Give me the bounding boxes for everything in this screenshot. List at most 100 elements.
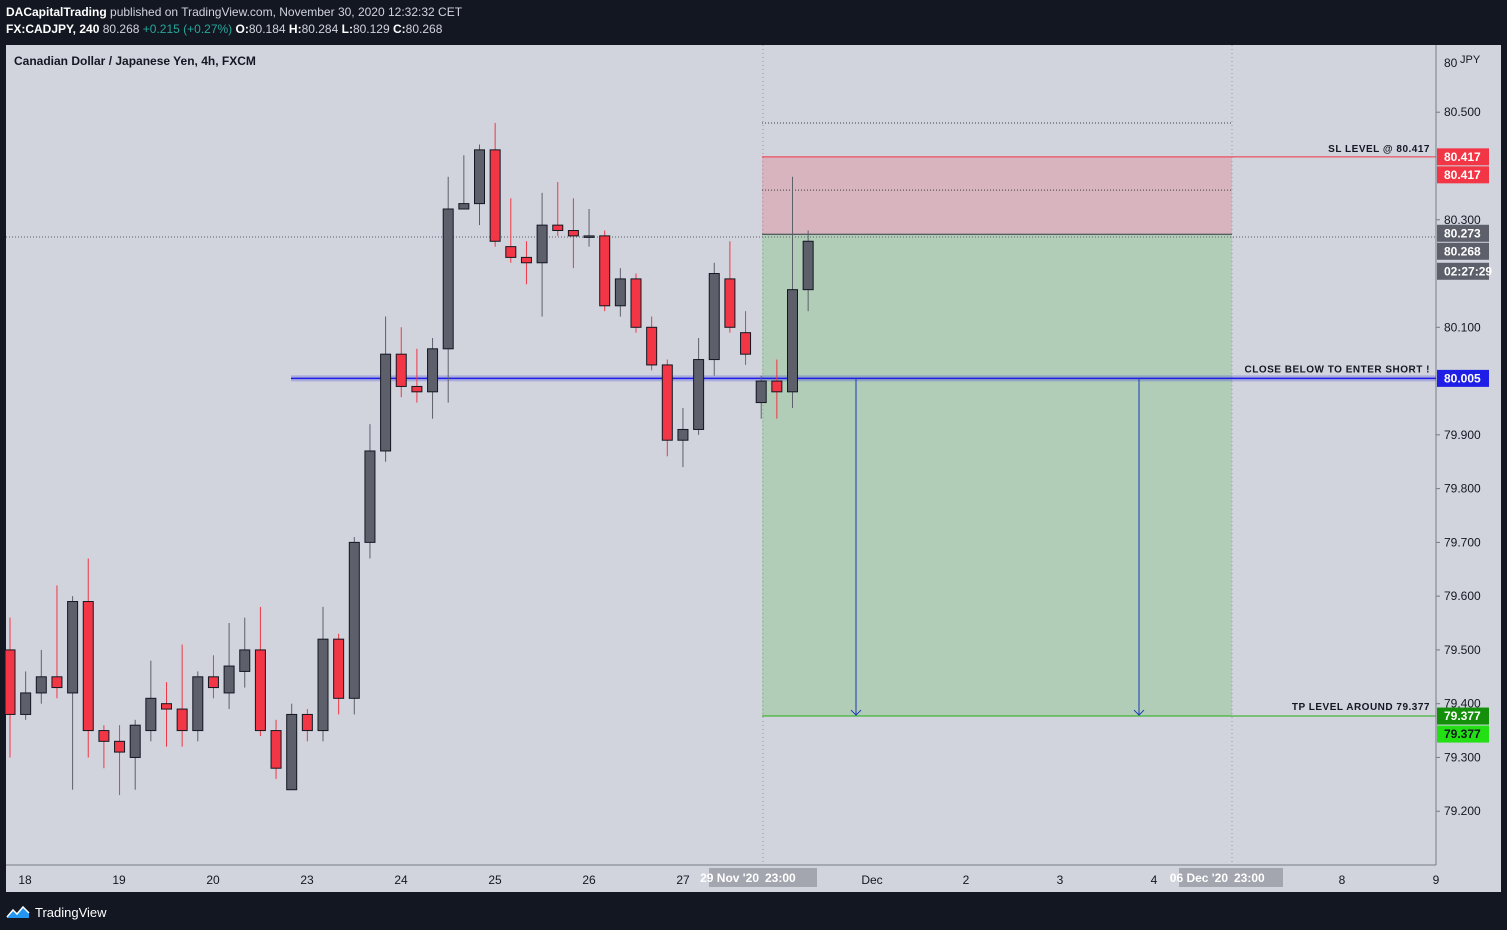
tp-price-tag-text: 79.377: [1444, 709, 1481, 723]
x-highlight-label: 06 Dec '20 23:00: [1170, 868, 1283, 887]
candle-body: [802, 240, 814, 291]
target-arrow-head-0: [850, 709, 862, 716]
candle-body: [161, 703, 172, 710]
y-tick-label: 80.300: [1444, 213, 1481, 227]
y-tick-label: 79.600: [1444, 589, 1481, 603]
candle-body: [20, 692, 32, 715]
candle-body: [114, 740, 126, 753]
candle: [348, 537, 360, 715]
candle-body: [129, 724, 141, 758]
open-value: 80.184: [248, 22, 286, 36]
x-tick-label: 8: [1339, 873, 1346, 887]
x-tick-label: 2: [963, 873, 970, 887]
plot-area[interactable]: [6, 45, 1436, 865]
candle-body: [755, 380, 767, 404]
x-highlight-time: 23:00: [765, 871, 796, 885]
y-tick-label: 79.500: [1444, 643, 1481, 657]
bar-countdown-tag-bg: [1437, 262, 1489, 280]
tp-price-tag-2-text: 79.377: [1444, 727, 1481, 741]
candle-body: [567, 230, 579, 237]
low-value: 80.129: [352, 22, 390, 36]
publisher-line: DACapitalTrading published on TradingVie…: [6, 5, 462, 19]
x-highlight-time: 23:00: [1234, 871, 1265, 885]
high-value: 80.284: [301, 22, 339, 36]
candle-body: [661, 364, 673, 441]
candle-body: [333, 638, 345, 699]
symbol-name[interactable]: FX:CADJPY, 240: [6, 22, 100, 36]
x-tick-label: 9: [1433, 873, 1440, 887]
last-price: 80.268: [102, 22, 140, 36]
target-arrow-head-1: [1133, 709, 1145, 716]
tp-price-tag: 79.377: [1437, 707, 1489, 725]
x-highlight-bg: [709, 868, 817, 887]
candle-body: [4, 649, 16, 715]
x-tick-label: 3: [1057, 873, 1064, 887]
candle-body: [286, 713, 298, 791]
candle-body: [724, 278, 736, 328]
candle-body: [489, 149, 501, 242]
candle: [192, 671, 204, 742]
entry-price-tag: 80.005: [1437, 369, 1489, 387]
candle: [755, 375, 767, 419]
candle: [395, 327, 407, 398]
candle: [802, 230, 814, 312]
x-tick-label: 23: [300, 873, 314, 887]
entry-price-tag-bg: [1437, 369, 1489, 387]
candle-body: [176, 708, 188, 732]
y-tick-label-partial: 80: [1444, 56, 1458, 70]
candle-body: [82, 601, 94, 732]
y-tick-label: 79.400: [1444, 697, 1481, 711]
publisher-name[interactable]: DACapitalTrading: [6, 5, 107, 19]
position-price-tag-text: 80.273: [1444, 226, 1481, 240]
candle: [98, 725, 110, 769]
footer: TradingView: [6, 902, 107, 922]
candle: [254, 606, 266, 736]
y-tick-label: 79.700: [1444, 535, 1481, 549]
x-highlight-date: 29 Nov '20: [700, 871, 759, 885]
candle-body: [395, 353, 407, 387]
candle-body: [348, 541, 360, 699]
candle: [364, 424, 376, 559]
x-tick-label: 27: [676, 873, 690, 887]
candle: [489, 122, 501, 247]
candle-body: [317, 638, 329, 732]
candle-body: [646, 326, 658, 366]
candle: [114, 725, 126, 796]
symbol-line: FX:CADJPY, 240 80.268 +0.215 (+0.27%) O:…: [6, 22, 442, 36]
candle-body: [458, 203, 470, 210]
candle-body: [270, 730, 282, 769]
candle: [223, 623, 235, 710]
candle: [176, 644, 188, 747]
footer-brand[interactable]: TradingView: [35, 904, 107, 920]
candle-body: [630, 278, 642, 328]
sl-price-tag-text: 80.417: [1444, 150, 1481, 164]
sl-price-tag: 80.417: [1437, 148, 1489, 166]
sl-annotation: SL LEVEL @ 80.417: [1328, 144, 1430, 155]
tradingview-logo-icon[interactable]: [6, 905, 30, 919]
open-label: O:: [235, 22, 249, 36]
entry-price-tag-text: 80.005: [1444, 371, 1481, 385]
candle-body: [35, 676, 47, 694]
candle-body: [771, 380, 783, 393]
bar-countdown-tag-text: 02:27:29: [1444, 264, 1492, 278]
x-tick-label: 26: [582, 873, 596, 887]
candle-body: [740, 332, 752, 355]
candle: [693, 338, 705, 435]
position-price-tag: 80.273: [1437, 224, 1489, 242]
candle-body: [239, 649, 251, 672]
y-tick-label: 80.100: [1444, 320, 1481, 334]
candle: [380, 316, 392, 462]
candle: [301, 709, 313, 742]
y-tick-label: 80.500: [1444, 105, 1481, 119]
candle: [583, 209, 595, 247]
candle-body: [67, 601, 79, 694]
tp-annotation: TP LEVEL AROUND 79.377: [1292, 702, 1430, 713]
candle: [333, 633, 345, 715]
candle-body: [301, 713, 313, 732]
candle: [474, 144, 485, 226]
candle-body: [693, 359, 705, 430]
x-highlight-date: 06 Dec '20: [1170, 871, 1229, 885]
sl-price-tag-2-bg: [1437, 166, 1489, 184]
sl-price-tag-2-text: 80.417: [1444, 168, 1481, 182]
